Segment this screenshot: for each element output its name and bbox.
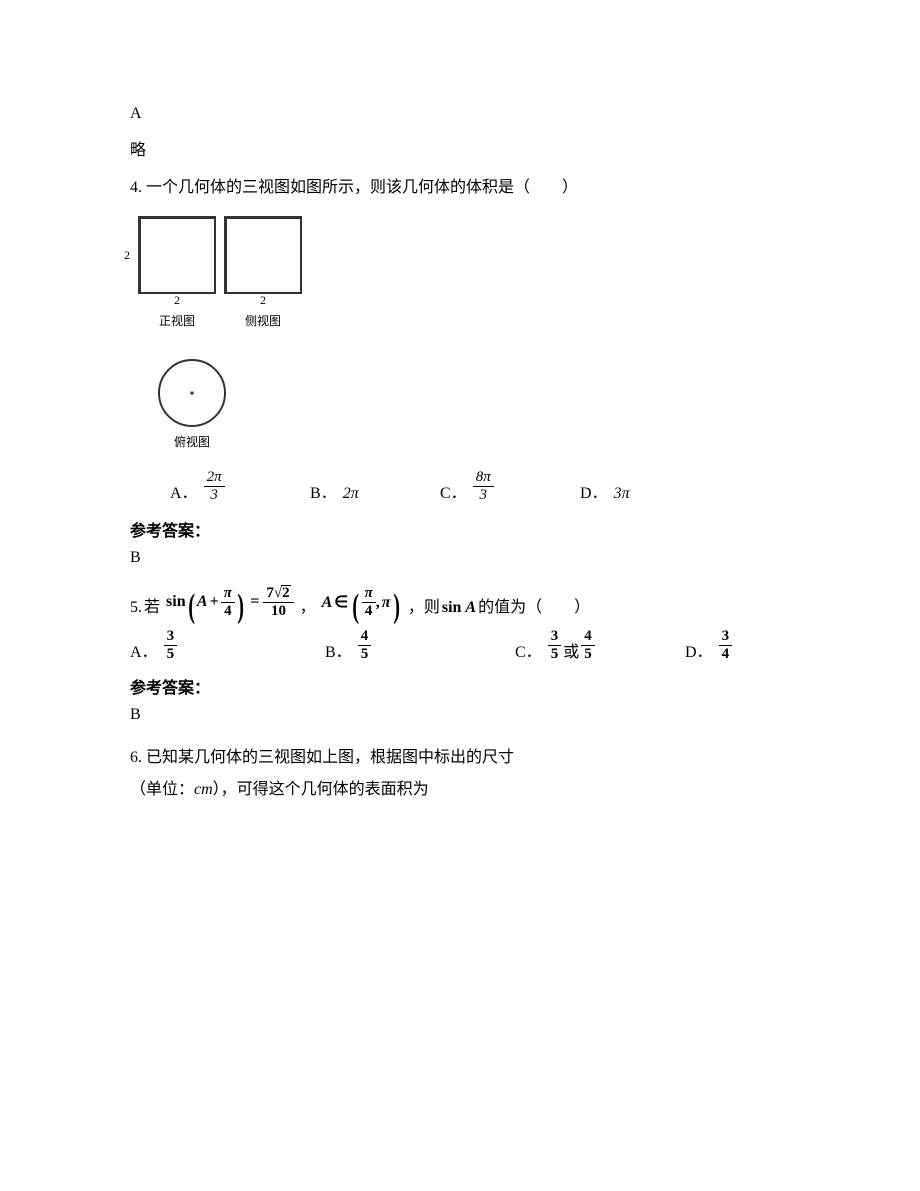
prev-explanation: 略 (130, 137, 800, 166)
q5-option-c[interactable]: C． 3 5 或 4 5 (515, 629, 685, 662)
side-view-box: 2 (224, 216, 302, 294)
q5-equation: sin ( A + π 4 ) = 72 10 (166, 585, 294, 619)
q4-opt-d-val: 3π (614, 485, 630, 503)
top-view-label: 俯视图 (158, 433, 226, 450)
q4-opt-a-label: A． (170, 479, 198, 503)
q5-sinA: sin A (442, 597, 476, 619)
q4-opt-c-frac: 8π 3 (473, 470, 494, 503)
top-view-wrapper: 俯视图 (158, 359, 800, 450)
front-view-box: 2 2 (138, 216, 216, 294)
q5-post1: ，则 (408, 597, 440, 619)
q4-option-a[interactable]: A． 2π 3 (170, 470, 310, 503)
q5-post2: 的值为（ ） (478, 597, 590, 619)
q4-opt-b-label: B． (310, 479, 337, 503)
q4-opt-c-label: C． (440, 479, 467, 503)
views-row1: 2 2 正视图 2 侧视图 (138, 216, 800, 329)
q4-answer-label: 参考答案： (130, 517, 800, 541)
q4-opt-b-val: 2π (343, 485, 359, 503)
q4-option-d[interactable]: D． 3π (580, 479, 630, 503)
q4-stem-text: 一个几何体的三视图如图所示，则该几何体的体积是（ ） (146, 179, 578, 196)
q5-range: A ∈ ( π 4 , π ) (322, 586, 402, 619)
q6-line2-pre: （单位： (130, 781, 194, 798)
q5-answer: B (130, 706, 800, 724)
side-dim-h: 2 (226, 293, 300, 308)
q6-number: 6. (130, 749, 142, 766)
q6-line1-text: 已知某几何体的三视图如上图，根据图中标出的尺寸 (146, 749, 514, 766)
q5-option-b[interactable]: B． 4 5 (325, 629, 515, 662)
q6-unit: cm (194, 781, 213, 798)
q4-number: 4. (130, 179, 142, 196)
q5-number: 5. (130, 597, 142, 619)
front-dim-v: 2 (124, 218, 130, 292)
q6-line2: （单位：cm），可得这个几何体的表面积为 (130, 774, 800, 806)
q4-opt-d-label: D． (580, 479, 608, 503)
q5-answer-label: 参考答案： (130, 674, 800, 698)
front-dim-h: 2 (140, 293, 214, 308)
front-view-wrapper: 2 2 正视图 (138, 216, 216, 329)
q5-pre: 若 (144, 597, 160, 619)
side-view-wrapper: 2 侧视图 (224, 216, 302, 329)
q5-comma1: ， (300, 597, 316, 619)
q4-option-b[interactable]: B． 2π (310, 479, 440, 503)
q4-three-view-figure: 2 2 正视图 2 侧视图 俯视图 (138, 216, 800, 450)
q5-option-a[interactable]: A． 3 5 (130, 629, 325, 662)
top-view-circle (158, 359, 226, 427)
q4-answer: B (130, 549, 800, 567)
front-view-label: 正视图 (138, 312, 216, 329)
side-view-label: 侧视图 (224, 312, 302, 329)
q4-option-c[interactable]: C． 8π 3 (440, 470, 580, 503)
q4-options: A． 2π 3 B． 2π C． 8π 3 D． 3π (170, 470, 800, 503)
q6-line1: 6. 已知某几何体的三视图如上图，根据图中标出的尺寸 (130, 742, 800, 774)
q4-opt-a-frac: 2π 3 (204, 470, 225, 503)
q4-stem: 4. 一个几何体的三视图如图所示，则该几何体的体积是（ ） (130, 174, 800, 203)
q5-option-d[interactable]: D． 3 4 (685, 629, 732, 662)
q5-stem: 5. 若 sin ( A + π 4 ) = 72 10 ， A ∈ ( π 4… (130, 585, 800, 619)
q6-line2-post: ），可得这个几何体的表面积为 (213, 781, 429, 798)
prev-answer-letter: A (130, 100, 800, 129)
q5-options: A． 3 5 B． 4 5 C． 3 5 或 4 5 D． 3 4 (130, 629, 800, 662)
